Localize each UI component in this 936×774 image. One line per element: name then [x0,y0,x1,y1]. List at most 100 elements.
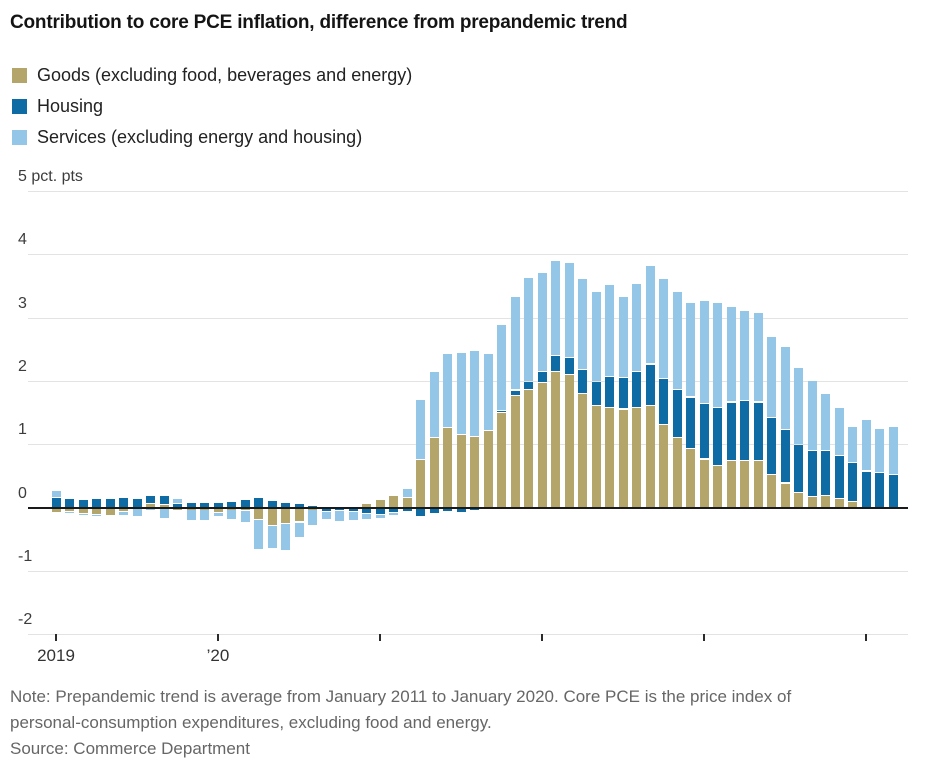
bar-segment-goods [726,461,736,507]
bar-segment-goods [740,460,749,507]
y-axis-label: 2 [18,358,27,375]
bar-segment-services [146,508,155,511]
bar-segment-goods [605,407,614,507]
bar-segment-housing [294,504,304,507]
bar-segment-goods [416,459,425,507]
bar-segment-housing [645,364,655,406]
bar-segment-housing [200,502,209,507]
bar-segment-housing [375,508,385,514]
bar-segment-services [753,312,763,402]
bar-segment-housing [861,471,871,507]
bar-segment-goods [632,408,641,507]
bar-segment-goods [402,498,412,507]
bar-segment-services [308,509,317,525]
bar-segment-services [888,427,898,475]
bar-segment-services [213,513,223,516]
bar-segment-services [672,291,682,389]
gridline [28,254,908,255]
bar-segment-goods [294,508,304,522]
bar-segment-services [618,297,628,377]
bar-segment-housing [672,389,682,437]
bar-segment-housing [780,429,790,483]
bar-segment-housing [321,508,331,512]
bar-segment-goods [429,438,439,507]
bar-segment-housing [524,381,533,389]
bar-segment-goods [780,483,790,507]
bar-segment-services [767,336,776,418]
bar-segment-services [348,511,358,521]
bar-segment-housing [875,472,884,507]
bar-segment-housing [794,444,803,492]
bar-segment-goods [375,500,385,507]
zero-axis-line [28,506,908,509]
bar-segment-goods [173,508,182,510]
bar-segment-housing [132,499,142,507]
bar-segment-goods [389,496,398,507]
bar-segment-services [807,381,817,450]
bar-segment-housing [416,508,425,516]
bar-segment-housing [254,497,263,507]
bar-segment-housing [348,508,358,511]
legend-item-goods: Goods (excluding food, beverages and ene… [12,60,412,91]
bar-segment-goods [645,406,655,507]
bar-segment-housing [888,475,898,507]
x-axis-tick [217,634,219,641]
bar-segment-services [524,277,533,381]
bar-segment-goods [578,394,587,507]
gridline [28,571,908,572]
bar-segment-services [132,509,142,516]
gridline [28,191,908,192]
bar-segment-services [632,283,641,371]
housing-swatch-icon [12,99,27,114]
bar-segment-services [564,262,574,358]
bar-segment-services [227,509,236,519]
bar-segment-goods [767,474,776,507]
bar-segment-housing [335,508,344,511]
bar-segment-services [186,509,196,520]
bar-segment-goods [834,498,844,507]
bar-segment-services [699,300,709,404]
bar-segment-housing [78,500,88,507]
bar-segment-services [281,524,290,550]
bar-segment-services [551,260,560,356]
bar-segment-housing [443,508,452,511]
bar-segment-goods [564,374,574,507]
legend-item-services: Services (excluding energy and housing) [12,122,412,153]
legend-item-housing: Housing [12,91,412,122]
bar-segment-goods [456,435,466,507]
bar-segment-goods [470,436,479,507]
bar-segment-services [173,499,182,504]
bar-segment-housing [767,418,776,474]
bar-segment-goods [254,508,263,519]
gridline [28,444,908,445]
legend-label: Housing [37,96,104,116]
bar-segment-housing [807,450,817,496]
bar-segment-goods [699,459,709,507]
bar-segment-housing [402,508,412,511]
bar-segment-goods [618,409,628,507]
x-axis-label: 2019 [37,646,75,665]
bar-segment-services [537,273,547,372]
bar-segment-goods [132,508,142,510]
bar-segment-services [159,508,169,518]
bar-segment-housing [753,402,763,460]
bar-segment-services [335,511,344,522]
bar-segment-housing [578,370,587,394]
bar-segment-services [713,302,722,407]
bar-segment-housing [726,402,736,461]
bar-segment-housing [551,356,560,372]
bar-segment-services [78,513,88,515]
note-text: Note: Prepandemic trend is average from … [10,687,792,732]
bar-segment-housing [51,498,61,507]
bar-segment-housing [605,376,614,407]
x-axis-tick [865,634,867,641]
bar-segment-housing [308,505,317,507]
bar-segment-goods [753,460,763,507]
x-axis-tick [379,634,381,641]
bar-segment-goods [213,508,223,512]
bar-segment-housing [173,504,182,507]
bar-segment-housing [591,382,601,406]
y-axis-label: 4 [18,231,27,248]
bar-segment-services [780,346,790,429]
bar-segment-goods [483,431,493,507]
